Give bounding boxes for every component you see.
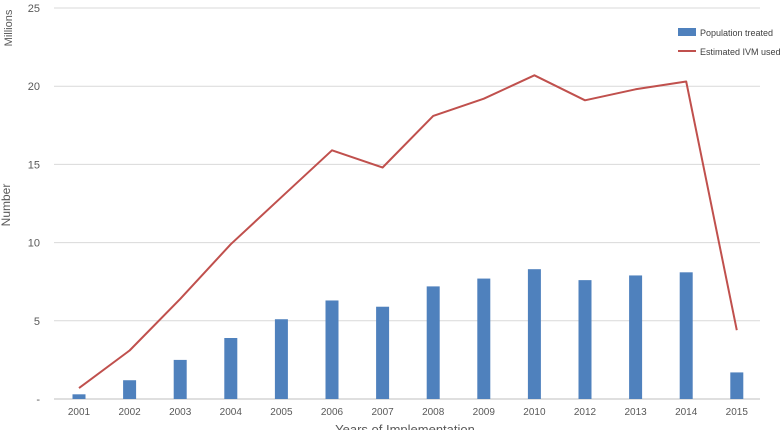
x-tick-label: 2005 (270, 407, 293, 418)
legend-label-population-treated: Population treated (700, 28, 773, 38)
x-tick-label: 2012 (574, 407, 597, 418)
x-tick-label: 2013 (624, 407, 647, 418)
x-tick-label: 2015 (726, 407, 749, 418)
bar-population-treated (274, 319, 288, 399)
bar-population-treated (426, 286, 440, 399)
y-tick-label: 20 (28, 81, 40, 93)
bar-series (72, 269, 744, 399)
x-axis-title: Years of Implementation (335, 422, 475, 430)
legend-label-estimated-ivm-used: Estimated IVM used (700, 47, 780, 57)
bar-population-treated (325, 300, 339, 399)
bar-population-treated (730, 372, 744, 399)
x-tick-label: 2001 (68, 407, 91, 418)
bar-population-treated (123, 380, 137, 399)
x-tick-label: 2006 (321, 407, 344, 418)
y-axis-unit-label: Millions (3, 9, 15, 46)
y-axis-title: Number (0, 184, 13, 227)
x-tick-label: 2007 (371, 407, 394, 418)
bar-population-treated (629, 275, 643, 399)
x-tick-label: 2009 (473, 407, 496, 418)
legend-swatch-population-treated (678, 28, 696, 36)
y-tick-label: - (36, 394, 40, 406)
bar-population-treated (527, 269, 541, 399)
x-tick-label: 2010 (523, 407, 546, 418)
tick-labels: - 5 10 15 20 25 2001 2002 2003 2004 2005 2006 2007 20… (28, 3, 749, 418)
gridlines (54, 7, 760, 322)
bar-population-treated (578, 280, 592, 399)
y-tick-label: 10 (28, 238, 40, 250)
x-tick-label: 2008 (422, 407, 445, 418)
x-tick-label: 2002 (118, 407, 141, 418)
bar-population-treated (72, 394, 86, 399)
line-estimated-ivm-used (78, 74, 738, 389)
x-tick-label: 2014 (675, 407, 698, 418)
x-tick-label: 2004 (220, 407, 243, 418)
x-tick-label: 2003 (169, 407, 192, 418)
y-tick-label: 25 (28, 3, 40, 15)
bar-population-treated (477, 278, 491, 399)
y-tick-label: 5 (34, 316, 40, 328)
legend: Population treated Estimated IVM used (678, 28, 780, 57)
y-tick-label: 15 (28, 159, 40, 171)
line-series (78, 74, 738, 389)
bar-population-treated (173, 359, 187, 399)
bar-population-treated (224, 338, 238, 399)
bar-population-treated (679, 272, 693, 399)
bar-population-treated (376, 306, 390, 399)
